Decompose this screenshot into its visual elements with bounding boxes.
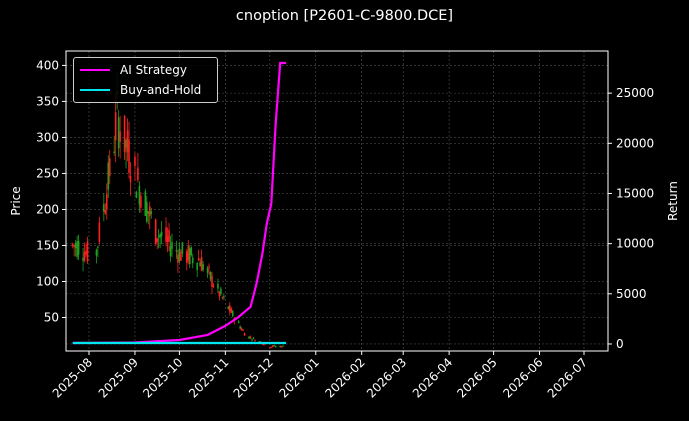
svg-text:2026-05: 2026-05 [454,355,499,400]
svg-text:2026-03: 2026-03 [364,355,409,400]
svg-text:150: 150 [36,238,59,252]
ai-strategy-line [72,61,287,345]
svg-text:400: 400 [36,58,59,72]
y-axis-label: Price [9,186,23,215]
legend-item-ai-strategy: AI Strategy [80,61,187,79]
svg-text:2026-07: 2026-07 [545,355,590,400]
svg-text:10000: 10000 [616,237,654,251]
svg-text:2025-11: 2025-11 [186,355,231,400]
svg-text:2026-04: 2026-04 [410,355,455,400]
legend-swatch-icon [80,68,110,72]
y-axis-right: 0 5000 10000 15000 20000 25000 Return [608,86,680,351]
svg-text:25000: 25000 [616,86,654,100]
svg-text:2026-06: 2026-06 [500,355,545,400]
svg-text:300: 300 [36,130,59,144]
x-axis: 2025-08 2025-09 2025-10 2025-11 2025-12 2026-… [50,351,590,401]
svg-text:2025-10: 2025-10 [140,355,185,400]
svg-text:2026-01: 2026-01 [277,355,322,400]
plot-frame [65,50,609,352]
svg-text:50: 50 [44,311,59,325]
legend-label: Buy-and-Hold [120,83,202,97]
legend-swatch-icon [80,88,110,92]
svg-text:2025-08: 2025-08 [50,355,95,400]
svg-text:20000: 20000 [616,136,654,150]
legend-item-buy-and-hold: Buy-and-Hold [80,81,201,99]
svg-text:250: 250 [36,166,59,180]
legend-label: AI Strategy [120,63,187,77]
svg-text:2025-09: 2025-09 [96,355,141,400]
y-axis-left: 50 100 150 200 250 300 350 400 Price [9,58,66,325]
svg-text:0: 0 [616,337,624,351]
chart-title: cnoption [P2601-C-9800.DCE] [235,8,454,24]
y2-axis-label: Return [666,181,680,221]
svg-text:5000: 5000 [616,287,647,301]
svg-text:200: 200 [36,202,59,216]
svg-text:350: 350 [36,94,59,108]
svg-text:15000: 15000 [616,186,654,200]
legend: AI Strategy Buy-and-Hold [73,57,218,103]
svg-text:2025-12: 2025-12 [231,355,276,400]
svg-text:2026-02: 2026-02 [322,355,367,400]
svg-text:100: 100 [36,274,59,288]
price-candlesticks [71,72,284,349]
grid [66,51,608,351]
